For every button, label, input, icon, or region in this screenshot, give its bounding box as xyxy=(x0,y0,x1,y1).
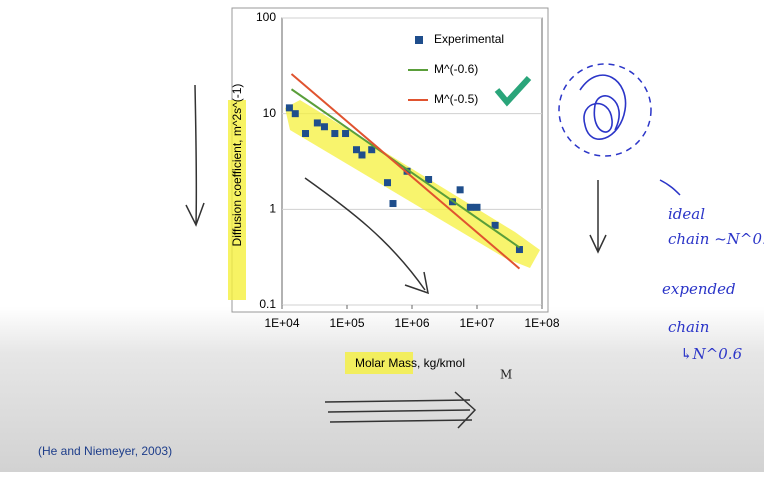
citation: (He and Niemeyer, 2003) xyxy=(38,444,172,458)
annotation: chain xyxy=(668,318,709,336)
data-point xyxy=(331,130,338,137)
x-tick-label: 1E+08 xyxy=(524,316,559,330)
data-point xyxy=(302,130,309,137)
x-axis-label: Molar Mass, kg/kmol xyxy=(355,356,465,370)
y-tick-label: 0.1 xyxy=(259,297,276,311)
y-tick-label: 100 xyxy=(256,10,276,24)
y-tick-label: 10 xyxy=(263,106,277,120)
slide: 0.1 1 10 100 1E+04 1E+05 1E+06 1E+07 1E+08 Experi… xyxy=(0,0,764,472)
legend-marker xyxy=(415,36,423,44)
data-point xyxy=(358,151,365,158)
data-point xyxy=(292,110,299,117)
data-point xyxy=(321,123,328,130)
x-tick-label: 1E+07 xyxy=(459,316,494,330)
y-tick-label: 1 xyxy=(269,202,276,216)
data-point xyxy=(457,186,464,193)
annotation: chain ~N^0.5 xyxy=(668,230,764,248)
annotation: ↳N^0.6 xyxy=(680,345,743,363)
data-point xyxy=(467,204,474,211)
legend-label: M^(-0.6) xyxy=(434,62,478,76)
y-axis-label: Diffusion coefficient, m^2s^(-1) xyxy=(230,84,244,247)
data-point xyxy=(342,130,349,137)
x-tick-label: 1E+05 xyxy=(329,316,364,330)
annotation: ideal xyxy=(668,205,705,223)
x-tick-label: 1E+06 xyxy=(394,316,429,330)
data-point xyxy=(314,119,321,126)
data-point xyxy=(474,204,481,211)
data-point xyxy=(384,179,391,186)
annotation: M xyxy=(500,368,512,382)
legend-label: M^(-0.5) xyxy=(434,92,478,106)
x-tick-label: 1E+04 xyxy=(264,316,299,330)
legend-label: Experimental xyxy=(434,32,504,46)
annotation: expended xyxy=(662,280,736,298)
data-point xyxy=(389,200,396,207)
